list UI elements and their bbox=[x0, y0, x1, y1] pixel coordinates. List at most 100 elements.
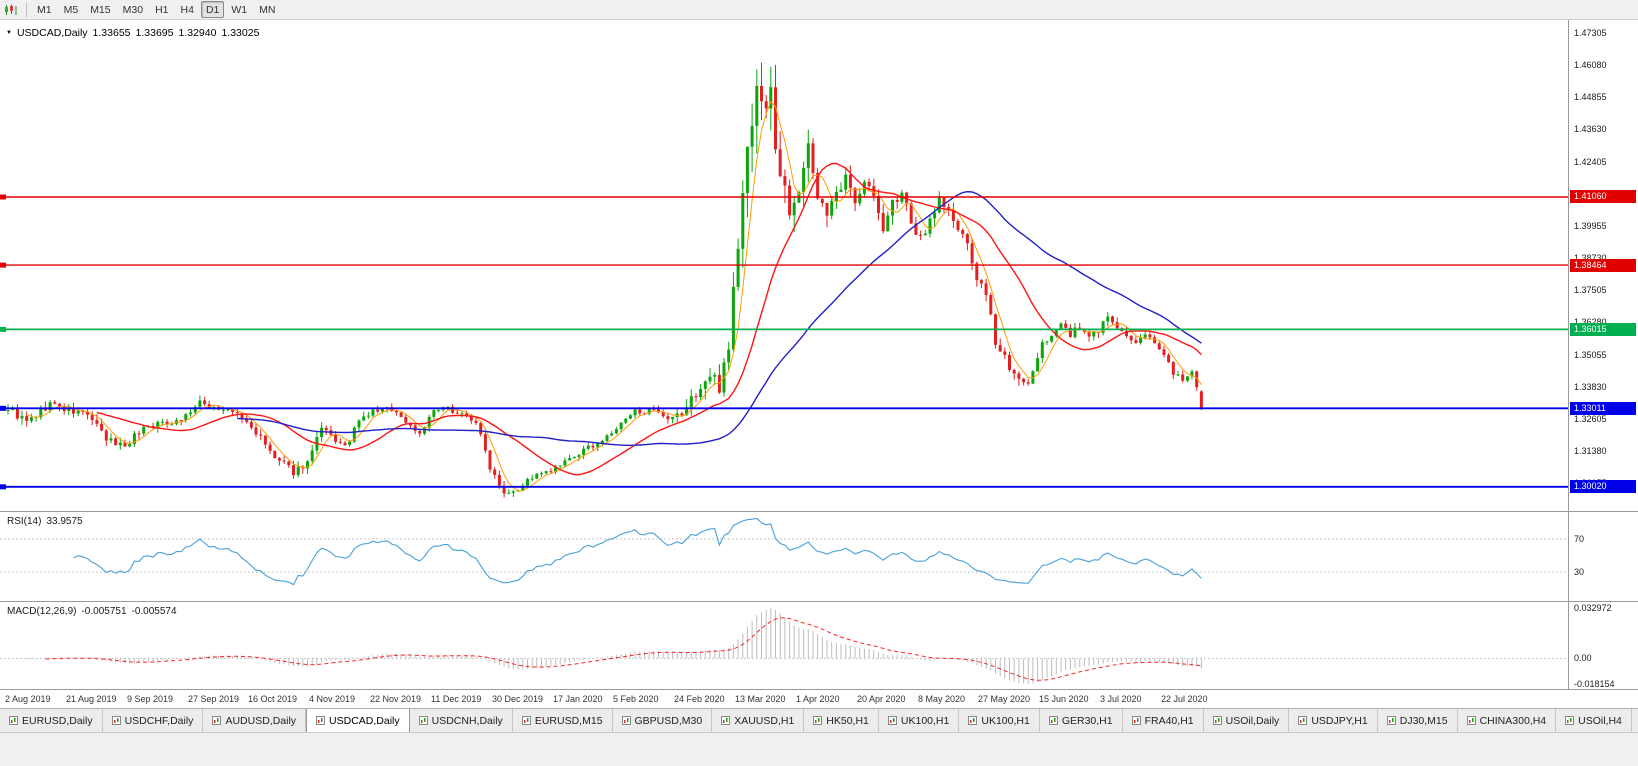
date-tick: 1 Apr 2020 bbox=[796, 694, 840, 704]
tab-label: UK100,H1 bbox=[900, 714, 950, 727]
timeframe-button-w1[interactable]: W1 bbox=[231, 4, 248, 16]
macd-axis-tick: 0.00 bbox=[1574, 653, 1592, 664]
macd-indicator-label: MACD(12,26,9) -0.005751 -0.005574 bbox=[7, 606, 182, 617]
chart-tab-usoil-h4[interactable]: USOil,H4 bbox=[1556, 709, 1632, 732]
tab-label: EURUSD,M15 bbox=[534, 714, 603, 727]
date-tick: 21 Aug 2019 bbox=[66, 694, 117, 704]
tab-chart-icon bbox=[212, 716, 222, 725]
tab-label: AUDUSD,Daily bbox=[225, 714, 297, 727]
chart-icon[interactable] bbox=[3, 3, 19, 17]
timeframe-button-mn[interactable]: MN bbox=[259, 4, 276, 16]
rsi-panel[interactable] bbox=[0, 512, 1568, 602]
tab-label: USOil,Daily bbox=[1225, 714, 1280, 727]
macd-canvas[interactable] bbox=[0, 602, 1568, 690]
chart-title: ▼ USDCAD,Daily 1.33655 1.33695 1.32940 1.3302… bbox=[6, 27, 264, 39]
date-tick: 22 Nov 2019 bbox=[370, 694, 422, 704]
timeframe-button-m15[interactable]: M15 bbox=[90, 4, 111, 16]
collapse-triangle-icon[interactable]: ▼ bbox=[6, 30, 12, 36]
chart-tab-gbpusd-m30[interactable]: GBPUSD,M30 bbox=[612, 709, 713, 732]
tab-label: USDCHF,Daily bbox=[124, 714, 194, 727]
tab-label: GBPUSD,M30 bbox=[634, 714, 703, 727]
tab-label: USDCAD,Daily bbox=[329, 714, 400, 727]
main-chart-panel[interactable] bbox=[0, 20, 1568, 512]
price-tick: 1.35055 bbox=[1574, 349, 1607, 360]
timeframe-button-m30[interactable]: M30 bbox=[122, 4, 144, 16]
timeframe-button-m1[interactable]: M1 bbox=[37, 4, 52, 16]
macd-axis-tick: 0.032972 bbox=[1574, 603, 1612, 613]
tab-label: XAUUSD,H1 bbox=[734, 714, 795, 727]
rsi-value: 33.9575 bbox=[46, 516, 83, 527]
tab-chart-icon bbox=[721, 716, 731, 725]
chart-tab-usdchf-daily[interactable]: USDCHF,Daily bbox=[102, 709, 204, 732]
chart-tab-eurusd-m15[interactable]: EURUSD,M15 bbox=[512, 709, 613, 732]
chart-tabs: EURUSD,Daily USDCHF,Daily AUDUSD,Daily USDC… bbox=[0, 708, 1638, 732]
chart-tab-usoil-daily[interactable]: USOil,Daily bbox=[1203, 709, 1290, 732]
price-tick: 1.44855 bbox=[1574, 92, 1607, 103]
price-tick: 1.46080 bbox=[1574, 60, 1607, 71]
timeframe-button-h4[interactable]: H4 bbox=[180, 4, 194, 16]
date-tick: 27 Sep 2019 bbox=[188, 694, 240, 704]
chart-tab-hk50-h1[interactable]: HK50,H1 bbox=[804, 709, 879, 732]
tab-label: USDCNH,Daily bbox=[431, 714, 503, 727]
tab-chart-icon bbox=[418, 716, 428, 725]
price-tick: 1.32605 bbox=[1574, 413, 1607, 424]
price-tick: 1.47305 bbox=[1574, 27, 1607, 38]
panel-separator[interactable] bbox=[0, 511, 1638, 512]
macd-main-value: -0.005751 bbox=[81, 606, 127, 617]
tab-chart-icon bbox=[521, 716, 531, 725]
tab-label: FRA40,H1 bbox=[1144, 714, 1194, 727]
chart-tab-usdcnh-daily[interactable]: USDCNH,Daily bbox=[409, 709, 513, 732]
tab-chart-icon bbox=[621, 716, 631, 725]
chart-tab-uk100-h1[interactable]: UK100,H1 bbox=[878, 709, 960, 732]
chart-tab-fra40-h1[interactable]: FRA40,H1 bbox=[1122, 709, 1204, 732]
rsi-canvas[interactable] bbox=[0, 512, 1568, 602]
tab-label: UK100,H1 bbox=[981, 714, 1030, 727]
tab-label: CHINA300,H4 bbox=[1479, 714, 1547, 727]
date-tick: 22 Jul 2020 bbox=[1161, 694, 1208, 704]
chart-tab-eurusd-daily[interactable]: EURUSD,Daily bbox=[0, 709, 103, 732]
chart-tab-xauusd-h1[interactable]: XAUUSD,H1 bbox=[712, 709, 805, 732]
panel-separator bbox=[0, 689, 1638, 690]
price-axis[interactable]: 1.473051.460801.448551.436301.424051.411… bbox=[1569, 20, 1638, 512]
timeframe-button-h1[interactable]: H1 bbox=[155, 4, 169, 16]
chart-tab-usdjpy-h1[interactable]: USDJPY,H1 bbox=[1289, 709, 1378, 732]
date-tick: 11 Dec 2019 bbox=[431, 694, 482, 704]
chart-tab-ger30-h1[interactable]: GER30,H1 bbox=[1039, 709, 1123, 732]
timeframe-button-d1[interactable]: D1 bbox=[200, 1, 225, 18]
macd-panel[interactable] bbox=[0, 602, 1568, 690]
tab-chart-icon bbox=[968, 716, 978, 725]
tab-label: HK50,H1 bbox=[826, 714, 869, 727]
ohlc-close: 1.33025 bbox=[221, 27, 260, 39]
tab-label: EURUSD,Daily bbox=[22, 714, 93, 727]
price-line-badge: 1.33011 bbox=[1570, 401, 1636, 415]
tab-chart-icon bbox=[9, 716, 18, 725]
chart-tab-usdcad-daily[interactable]: USDCAD,Daily bbox=[306, 709, 410, 732]
toolbar-separator bbox=[26, 2, 27, 17]
rsi-name: RSI(14) bbox=[7, 516, 42, 527]
price-tick: 1.38730 bbox=[1574, 253, 1607, 263]
chart-tab-audusd-daily[interactable]: AUDUSD,Daily bbox=[203, 709, 307, 732]
panel-separator[interactable] bbox=[0, 601, 1638, 602]
timeframe-button-m5[interactable]: M5 bbox=[63, 4, 79, 16]
date-tick: 13 Mar 2020 bbox=[735, 694, 786, 704]
date-axis[interactable]: 2 Aug 2019 21 Aug 2019 9 Sep 2019 27 Sep 20… bbox=[0, 690, 1638, 708]
price-tick: 1.37505 bbox=[1574, 285, 1607, 296]
macd-signal-value: -0.005574 bbox=[131, 606, 177, 617]
tab-chart-icon bbox=[1048, 716, 1058, 725]
date-tick: 24 Feb 2020 bbox=[674, 694, 725, 704]
chart-tab-dj30-m15[interactable]: DJ30,M15 bbox=[1377, 709, 1458, 732]
chart-tab-uk100-h1[interactable]: UK100,H1 bbox=[959, 709, 1040, 732]
price-tick: 1.31380 bbox=[1574, 446, 1607, 457]
date-tick: 16 Oct 2019 bbox=[248, 694, 298, 704]
chart-tab-china300-h4[interactable]: CHINA300,H4 bbox=[1457, 709, 1557, 732]
date-tick: 4 Nov 2019 bbox=[309, 694, 356, 704]
candlestick-canvas[interactable] bbox=[0, 20, 1568, 512]
tab-chart-icon bbox=[1298, 716, 1308, 725]
price-tick: 1.39955 bbox=[1574, 220, 1607, 231]
tab-label: USDJPY,H1 bbox=[1311, 714, 1368, 727]
ohlc-high: 1.33695 bbox=[135, 27, 174, 39]
date-tick: 30 Dec 2019 bbox=[492, 694, 544, 704]
macd-axis: 0.032972 0.00 -0.018154 bbox=[1569, 602, 1638, 690]
tab-chart-icon bbox=[887, 716, 897, 725]
